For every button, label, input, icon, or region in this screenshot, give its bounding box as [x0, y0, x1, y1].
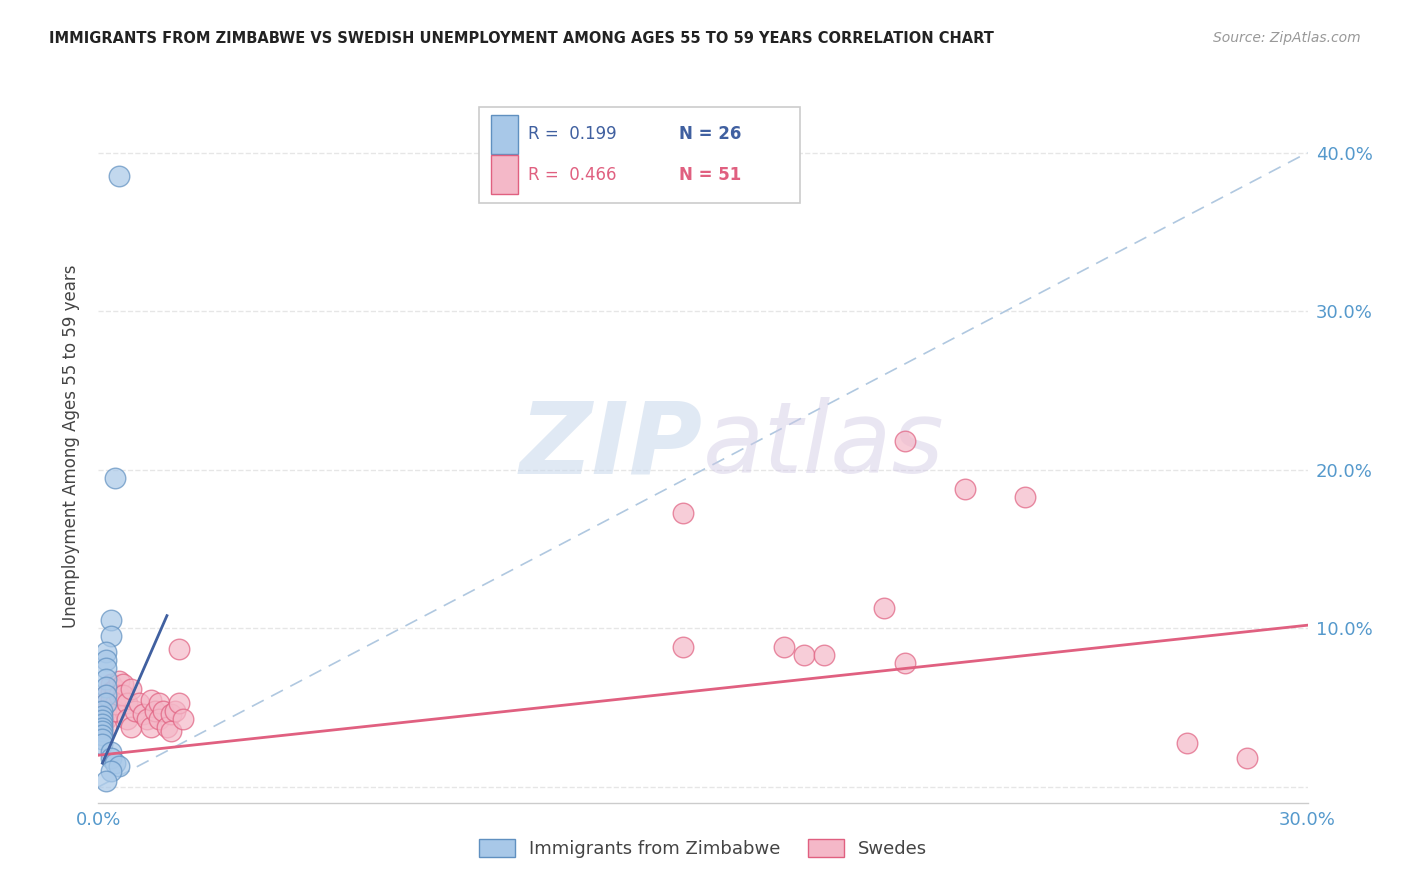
- Text: ZIP: ZIP: [520, 398, 703, 494]
- Point: [111, 677, 134, 691]
- Point: [115, 712, 138, 726]
- Point: [103, 681, 125, 696]
- Legend: Immigrants from Zimbabwe, Swedes: Immigrants from Zimbabwe, Swedes: [471, 831, 935, 865]
- Point: [772, 640, 794, 655]
- Point: [1014, 490, 1036, 504]
- Point: [107, 688, 129, 702]
- Point: [107, 673, 129, 688]
- Point: [813, 648, 835, 663]
- Point: [100, 751, 122, 765]
- Text: Source: ZipAtlas.com: Source: ZipAtlas.com: [1213, 31, 1361, 45]
- Point: [96, 672, 118, 686]
- Point: [132, 706, 155, 721]
- Point: [143, 704, 166, 718]
- Text: N = 26: N = 26: [679, 125, 741, 143]
- Point: [139, 692, 162, 706]
- Point: [96, 696, 118, 710]
- Point: [115, 696, 138, 710]
- Point: [91, 724, 114, 739]
- Point: [163, 704, 186, 718]
- Point: [100, 629, 122, 643]
- Point: [124, 704, 146, 718]
- Point: [873, 600, 896, 615]
- Text: IMMIGRANTS FROM ZIMBABWE VS SWEDISH UNEMPLOYMENT AMONG AGES 55 TO 59 YEARS CORRE: IMMIGRANTS FROM ZIMBABWE VS SWEDISH UNEM…: [49, 31, 994, 46]
- Point: [100, 614, 122, 628]
- Point: [100, 692, 122, 706]
- Point: [103, 756, 125, 771]
- Point: [1175, 735, 1198, 749]
- Point: [96, 688, 118, 702]
- Point: [893, 434, 915, 449]
- Point: [139, 720, 162, 734]
- FancyBboxPatch shape: [479, 107, 800, 203]
- Point: [100, 764, 122, 778]
- Point: [148, 696, 170, 710]
- Point: [167, 696, 190, 710]
- Point: [111, 688, 134, 702]
- Point: [96, 688, 118, 702]
- Point: [172, 712, 194, 726]
- Point: [96, 773, 118, 788]
- Point: [135, 712, 157, 726]
- Point: [91, 732, 114, 747]
- Text: R =  0.199: R = 0.199: [527, 125, 616, 143]
- Text: N = 51: N = 51: [679, 166, 741, 184]
- Point: [103, 471, 125, 485]
- Point: [96, 696, 118, 710]
- Point: [672, 640, 695, 655]
- Point: [91, 716, 114, 731]
- Point: [893, 657, 915, 671]
- Point: [96, 645, 118, 659]
- Point: [953, 482, 976, 496]
- Point: [91, 708, 114, 723]
- Point: [96, 680, 118, 694]
- Point: [152, 704, 174, 718]
- Point: [100, 677, 122, 691]
- Point: [100, 685, 122, 699]
- Point: [91, 704, 114, 718]
- Point: [103, 704, 125, 718]
- Point: [103, 698, 125, 712]
- Point: [160, 706, 183, 721]
- Point: [107, 169, 129, 184]
- Point: [148, 712, 170, 726]
- Point: [96, 704, 118, 718]
- Point: [120, 681, 142, 696]
- Point: [167, 642, 190, 657]
- Bar: [492, 114, 517, 153]
- Point: [96, 712, 118, 726]
- Point: [91, 704, 114, 718]
- Point: [91, 721, 114, 735]
- Point: [100, 745, 122, 759]
- Point: [96, 661, 118, 675]
- Point: [1236, 751, 1258, 765]
- Bar: [492, 155, 517, 194]
- Point: [672, 506, 695, 520]
- Point: [793, 648, 815, 663]
- Text: R =  0.466: R = 0.466: [527, 166, 616, 184]
- Point: [120, 720, 142, 734]
- Point: [107, 759, 129, 773]
- Text: atlas: atlas: [703, 398, 945, 494]
- Point: [91, 737, 114, 751]
- Point: [160, 724, 183, 739]
- Point: [91, 714, 114, 728]
- Point: [91, 728, 114, 742]
- Y-axis label: Unemployment Among Ages 55 to 59 years: Unemployment Among Ages 55 to 59 years: [62, 264, 80, 628]
- Point: [128, 696, 150, 710]
- Point: [156, 720, 179, 734]
- Point: [96, 720, 118, 734]
- Point: [96, 653, 118, 667]
- Point: [91, 716, 114, 731]
- Point: [91, 712, 114, 726]
